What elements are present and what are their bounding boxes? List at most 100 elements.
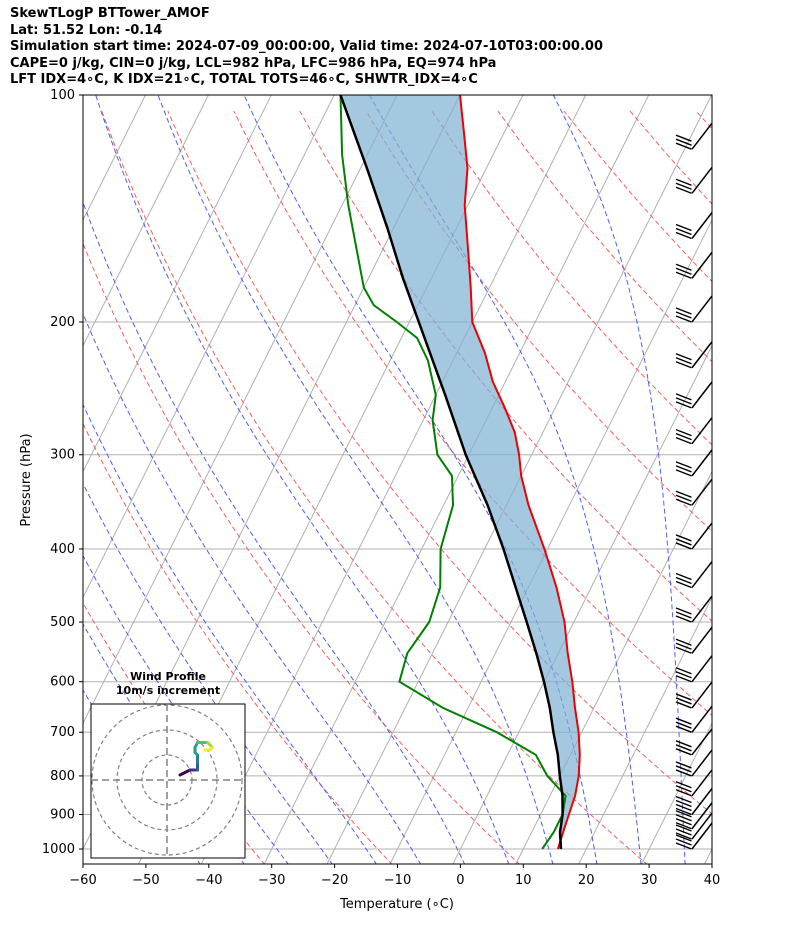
barb-flag [675,227,692,236]
moist-adiabat [552,95,686,864]
y-tick-label: 1000 [42,842,75,857]
barb-flag [675,267,692,275]
x-tick-label: −60 [69,873,96,888]
barb-flag [675,134,692,142]
barb-staff [691,449,713,477]
barb-flag [675,789,692,797]
moist-adiabat [722,95,732,865]
barb-flag [675,542,692,550]
wind-barb [675,381,713,409]
y-tick-label: 200 [50,315,75,330]
barb-flag [675,765,692,773]
y-tick-label: 500 [50,615,75,630]
isotherm [83,95,84,96]
barb-flag [675,834,692,842]
barb-staff [691,728,713,756]
dry-adiabat [83,242,520,864]
dry-adiabat [563,110,712,283]
barb-flag [675,138,692,146]
wind-barb [675,812,713,840]
barb-staff [691,295,713,323]
wind-barb [675,166,713,194]
barb-flag [675,534,692,542]
x-tick-label: 20 [578,873,595,888]
moist-adiabat [95,95,510,864]
isotherm [389,218,712,864]
barb-flag [675,357,692,365]
moist-adiabat [83,482,333,864]
barb-flag [675,271,692,279]
dry-adiabat [299,110,712,622]
barb-flag [675,263,692,271]
barb-flag [675,675,692,683]
barb-flag [675,717,692,725]
y-axis-ticks: 1000 900 800 700 600 500 400 300 200 100 [42,88,83,857]
barb-flag [675,397,692,405]
wind-barb [675,595,713,623]
barb-flag [675,646,692,654]
barb-staff [691,251,713,279]
wind-barb [675,522,713,550]
temperature-line [459,95,581,850]
x-tick-label: −40 [195,873,222,888]
y-tick-label: 600 [50,675,75,690]
barb-flag [675,725,692,733]
dry-adiabat [233,110,712,716]
wind-barb [675,769,713,797]
hodograph-title-block: Wind Profile 10m/s increment [91,670,245,698]
wind-barbs [675,122,713,850]
wind-barb [675,449,713,477]
barb-flag [675,311,692,319]
barb-flag [675,803,692,812]
moist-adiabat [83,312,422,864]
isotherm [83,95,335,599]
dry-adiabat [101,110,648,864]
barb-flag [675,469,692,477]
barb-flag [675,810,692,818]
wind-barb [675,341,713,369]
barb-flag [675,178,692,186]
barb-flag [675,182,692,190]
y-axis-label: Pressure (hPa) [19,433,34,526]
barb-staff [691,769,713,797]
dry-adiabat [762,111,794,865]
wind-barb [675,626,713,654]
barb-flag [675,393,692,401]
wind-barb [675,822,713,850]
isotherm [515,470,712,864]
wind-barb [675,561,713,589]
barb-flag [675,538,692,546]
wind-barb [675,802,713,830]
barb-flag [675,432,692,441]
barb-staff [691,595,713,623]
barb-staff [691,561,713,588]
barb-staff [691,478,713,506]
barb-flag [675,223,692,232]
barb-flag [675,744,692,752]
barb-staff [691,381,713,409]
dry-adiabat [83,422,393,864]
wind-barb [675,655,713,683]
y-tick-label: 100 [50,88,75,103]
x-tick-label: −10 [384,873,411,888]
barb-flag [675,638,692,646]
x-axis-label: Temperature (∘C) [339,897,454,912]
chart-header: SkewTLogP BTTower_AMOF Lat: 51.52 Lon: -… [10,6,790,89]
barb-flag [675,615,692,623]
barb-flag [675,142,692,150]
hodograph-title: Wind Profile [130,670,206,683]
barb-flag [675,769,692,777]
wind-barb [675,122,713,150]
barb-flag [675,761,692,769]
moist-adiabat [157,95,554,864]
isotherm [0,95,20,865]
barb-flag [675,494,692,502]
index-line: LFT IDX=4∘C, K IDX=21∘C, TOTAL TOTS=46∘C… [10,72,478,87]
barb-flag [675,401,692,409]
barb-staff [691,122,713,150]
x-axis-ticks: −60 −50 −40 −30 −20 −10 0 10 20 30 40 [69,864,720,888]
barb-flag [675,721,692,729]
barb-flag [675,490,692,498]
barb-flag [675,572,692,581]
